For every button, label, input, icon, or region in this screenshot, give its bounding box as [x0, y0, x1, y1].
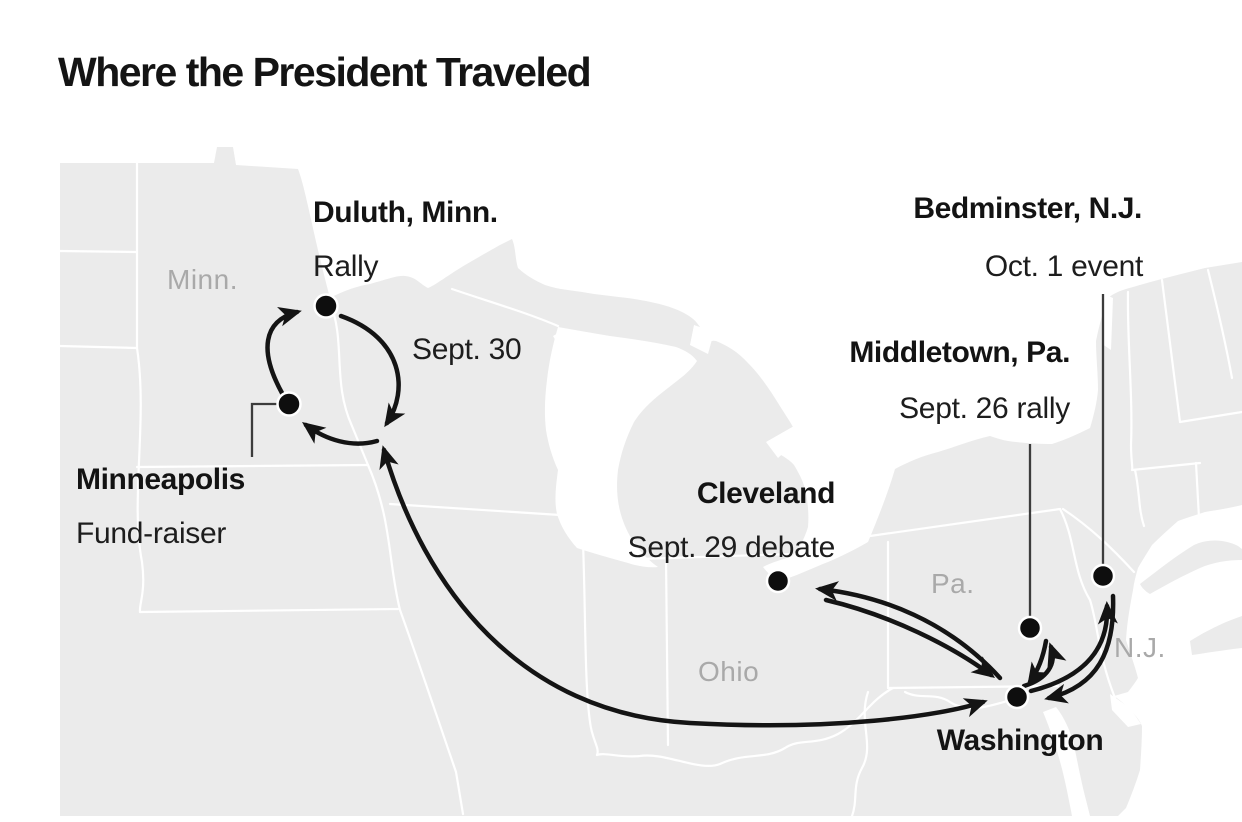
event-label-minneapolis: Fund-raiser — [76, 517, 227, 550]
city-marker-middletown — [1017, 615, 1043, 641]
route-arrow-minneapolis-duluth — [265, 306, 302, 396]
event-label-middletown: Sept. 26 rally — [899, 392, 1070, 425]
city-label-duluth: Duluth, Minn. — [313, 196, 498, 229]
state-label-ohio: Ohio — [698, 656, 760, 687]
city-marker-bedminster — [1090, 563, 1116, 589]
travel-routes — [265, 306, 1118, 728]
land-island-fragment — [1190, 616, 1242, 655]
lake-champlain — [1102, 294, 1113, 350]
event-label-bedminster: Oct. 1 event — [984, 250, 1143, 283]
event-label-cleveland: Sept. 29 debate — [627, 531, 836, 564]
route-arrow-cleveland-washington — [823, 597, 996, 678]
city-label-middletown: Middletown, Pa. — [849, 336, 1070, 369]
state-label-minnesota: Minn. — [167, 264, 238, 295]
route-arrow-middletown-washington — [1027, 638, 1049, 687]
green-bay — [553, 332, 594, 401]
route-date-label-sept-30: Sept. 30 — [412, 333, 522, 366]
city-label-bedminster: Bedminster, N.J. — [913, 192, 1142, 225]
city-marker-washington — [1004, 684, 1030, 710]
event-label-duluth: Rally — [313, 250, 379, 283]
city-marker-minneapolis — [276, 391, 302, 417]
route-arrow-junction-minneapolis — [301, 422, 380, 446]
land-long-island — [1140, 540, 1242, 594]
city-label-cleveland: Cleveland — [696, 477, 836, 510]
city-marker-cleveland — [765, 568, 791, 594]
city-marker-duluth — [313, 293, 339, 319]
graphic-title: Where the President Traveled — [58, 49, 592, 95]
straits-of-mackinac — [690, 325, 714, 354]
route-arrow-duluth-south — [338, 313, 406, 428]
leader-line-minneapolis — [250, 402, 288, 457]
city-label-washington: Washington — [936, 724, 1104, 757]
state-label-pennsylvania: Pa. — [931, 568, 975, 599]
route-arrow-bedminster-washington — [1044, 593, 1116, 704]
state-label-new-jersey: N.J. — [1114, 632, 1166, 663]
city-label-minneapolis: Minneapolis — [76, 463, 245, 496]
chesapeake-bay — [1043, 707, 1090, 816]
route-arrow-washington-minnesota-roundtrip — [379, 445, 988, 728]
delaware-bay — [1110, 694, 1141, 727]
